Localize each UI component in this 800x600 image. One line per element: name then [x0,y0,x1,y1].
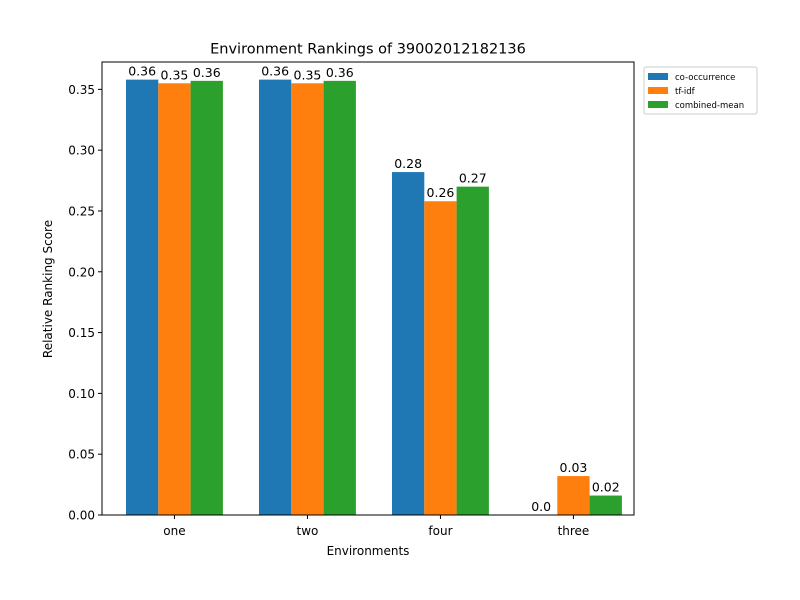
data-label-co-occurrence-four: 0.28 [394,156,422,171]
legend-swatch-tf-idf [648,87,668,94]
y-axis-label: Relative Ranking Score [41,220,55,358]
y-tick-label: 0.20 [68,265,95,279]
data-label-tf-idf-one: 0.35 [161,67,189,82]
x-tick-label-three: three [558,524,590,538]
data-label-combined-mean-three: 0.02 [592,480,620,495]
legend-swatch-co-occurrence [648,73,668,80]
y-tick-label: 0.10 [68,387,95,401]
bar-tf-idf-three [557,476,590,515]
legend-box [643,66,758,115]
legend-swatch-combined-mean [648,101,668,108]
bar-tf-idf-four [424,201,457,515]
bar-combined-mean-one [190,80,223,515]
bar-combined-mean-four [456,186,489,515]
data-label-combined-mean-one: 0.36 [193,65,221,80]
data-label-combined-mean-four: 0.27 [459,171,487,186]
bar-tf-idf-one [158,83,191,516]
x-axis-label: Environments [327,544,410,558]
x-tick-label-four: four [428,524,452,538]
legend-label-combined-mean: combined-mean [675,101,744,111]
y-tick-label: 0.05 [68,448,95,462]
legend-label-tf-idf: tf-idf [675,87,696,97]
x-tick-label-two: two [297,524,319,538]
x-axis: one two four three [163,515,589,538]
data-label-tf-idf-four: 0.26 [427,185,455,200]
data-label-tf-idf-two: 0.35 [294,67,322,82]
bar-co-occurrence-four [392,172,425,515]
data-label-combined-mean-two: 0.36 [326,65,354,80]
plot-area: 0.36 0.36 0.28 0.0 0.35 0.35 0.26 0.03 0.36 0.36 0… [101,61,635,516]
data-label-co-occurrence-three: 0.0 [531,499,551,514]
y-tick-label: 0.15 [68,326,95,340]
y-axis: 0.00 0.05 0.10 0.15 0.20 0.25 0.30 0.35 [68,83,102,523]
y-tick-label: 0.00 [68,509,95,523]
legend-label-co-occurrence: co-occurrence [675,73,735,83]
plot-frame [101,61,635,516]
data-label-tf-idf-three: 0.03 [560,460,588,475]
bar-combined-mean-three [589,495,622,515]
y-tick-label: 0.25 [68,204,95,218]
data-label-co-occurrence-two: 0.36 [261,64,289,79]
bar-co-occurrence-one [126,79,159,516]
bar-tf-idf-two [291,83,324,516]
y-tick-label: 0.35 [68,83,95,97]
x-tick-label-one: one [163,524,185,538]
legend: co-occurrence tf-idf combined-mean [643,66,758,115]
chart-title: Environment Rankings of 39002012182136 [210,42,526,58]
y-tick-label: 0.30 [68,144,95,158]
bar-combined-mean-two [323,80,356,515]
bar-co-occurrence-two [259,79,292,516]
data-label-co-occurrence-one: 0.36 [128,64,156,79]
